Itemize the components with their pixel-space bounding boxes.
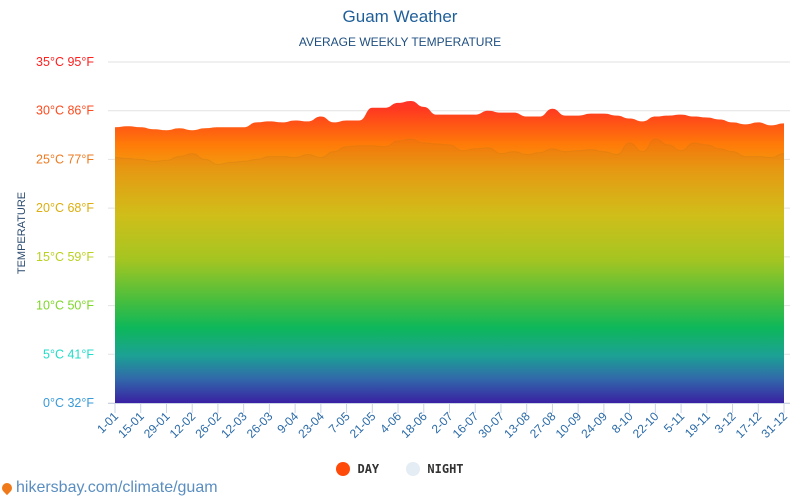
x-tick-label: 16-07 <box>450 409 482 441</box>
legend-label-night: NIGHT <box>427 462 464 476</box>
night-line <box>114 138 785 165</box>
y-tick-label: 15°C 59°F <box>36 250 94 264</box>
x-tick-label: 17-12 <box>733 409 765 441</box>
x-tick-label: 30-07 <box>475 409 507 441</box>
x-tick-label: 31-12 <box>759 409 791 441</box>
y-tick-label: 10°C 50°F <box>36 299 94 313</box>
night-dot-icon <box>406 462 421 476</box>
x-tick-label: 12-02 <box>167 409 199 441</box>
x-tick-label: 26-02 <box>192 409 224 441</box>
x-tick-label: 27-08 <box>527 409 559 441</box>
chart-subtitle: AVERAGE WEEKLY TEMPERATURE <box>298 35 502 49</box>
chart-title: Guam Weather <box>342 7 458 26</box>
y-tick-label: 30°C 86°F <box>36 104 94 118</box>
x-tick-label: 13-08 <box>501 409 533 441</box>
x-tick-label: 12-03 <box>218 409 250 441</box>
source-link-text[interactable]: hikersbay.com/climate/guam <box>16 479 218 496</box>
x-tick-label: 22-10 <box>630 409 662 441</box>
legend: DAY NIGHT <box>0 462 800 479</box>
day-dot-icon <box>336 462 351 476</box>
source-link[interactable]: hikersbay.com/climate/guam <box>0 479 218 497</box>
y-axis-title: TEMPERATURE <box>16 192 28 274</box>
x-tick-label: 15-01 <box>115 409 147 441</box>
x-tick-label: 18-06 <box>398 409 430 441</box>
y-tick-label: 5°C 41°F <box>43 347 94 361</box>
y-tick-label: 35°C 95°F <box>36 55 94 69</box>
day-area <box>115 100 784 403</box>
x-tick-label: 24-09 <box>578 409 610 441</box>
x-tick-label: 10-09 <box>553 409 585 441</box>
x-tick-label: 26-03 <box>244 409 276 441</box>
x-tick-label: 23-04 <box>295 409 327 441</box>
legend-item-night[interactable]: NIGHT <box>406 462 464 476</box>
legend-item-day[interactable]: DAY <box>336 462 379 476</box>
x-tick-label: 21-05 <box>347 409 379 441</box>
x-tick-label: 19-11 <box>682 409 713 440</box>
y-tick-label: 0°C 32°F <box>43 396 94 410</box>
temperature-chart: 35°C 95°F 30°C 86°F 25°C 77°F 20°C 68°F 15°C… <box>16 55 791 441</box>
legend-label-day: DAY <box>357 462 380 476</box>
location-pin-icon <box>0 480 15 496</box>
y-tick-label: 20°C 68°F <box>36 201 94 215</box>
x-tick-label: 29-01 <box>141 409 173 441</box>
y-tick-label: 25°C 77°F <box>36 152 94 166</box>
night-area <box>115 138 784 403</box>
